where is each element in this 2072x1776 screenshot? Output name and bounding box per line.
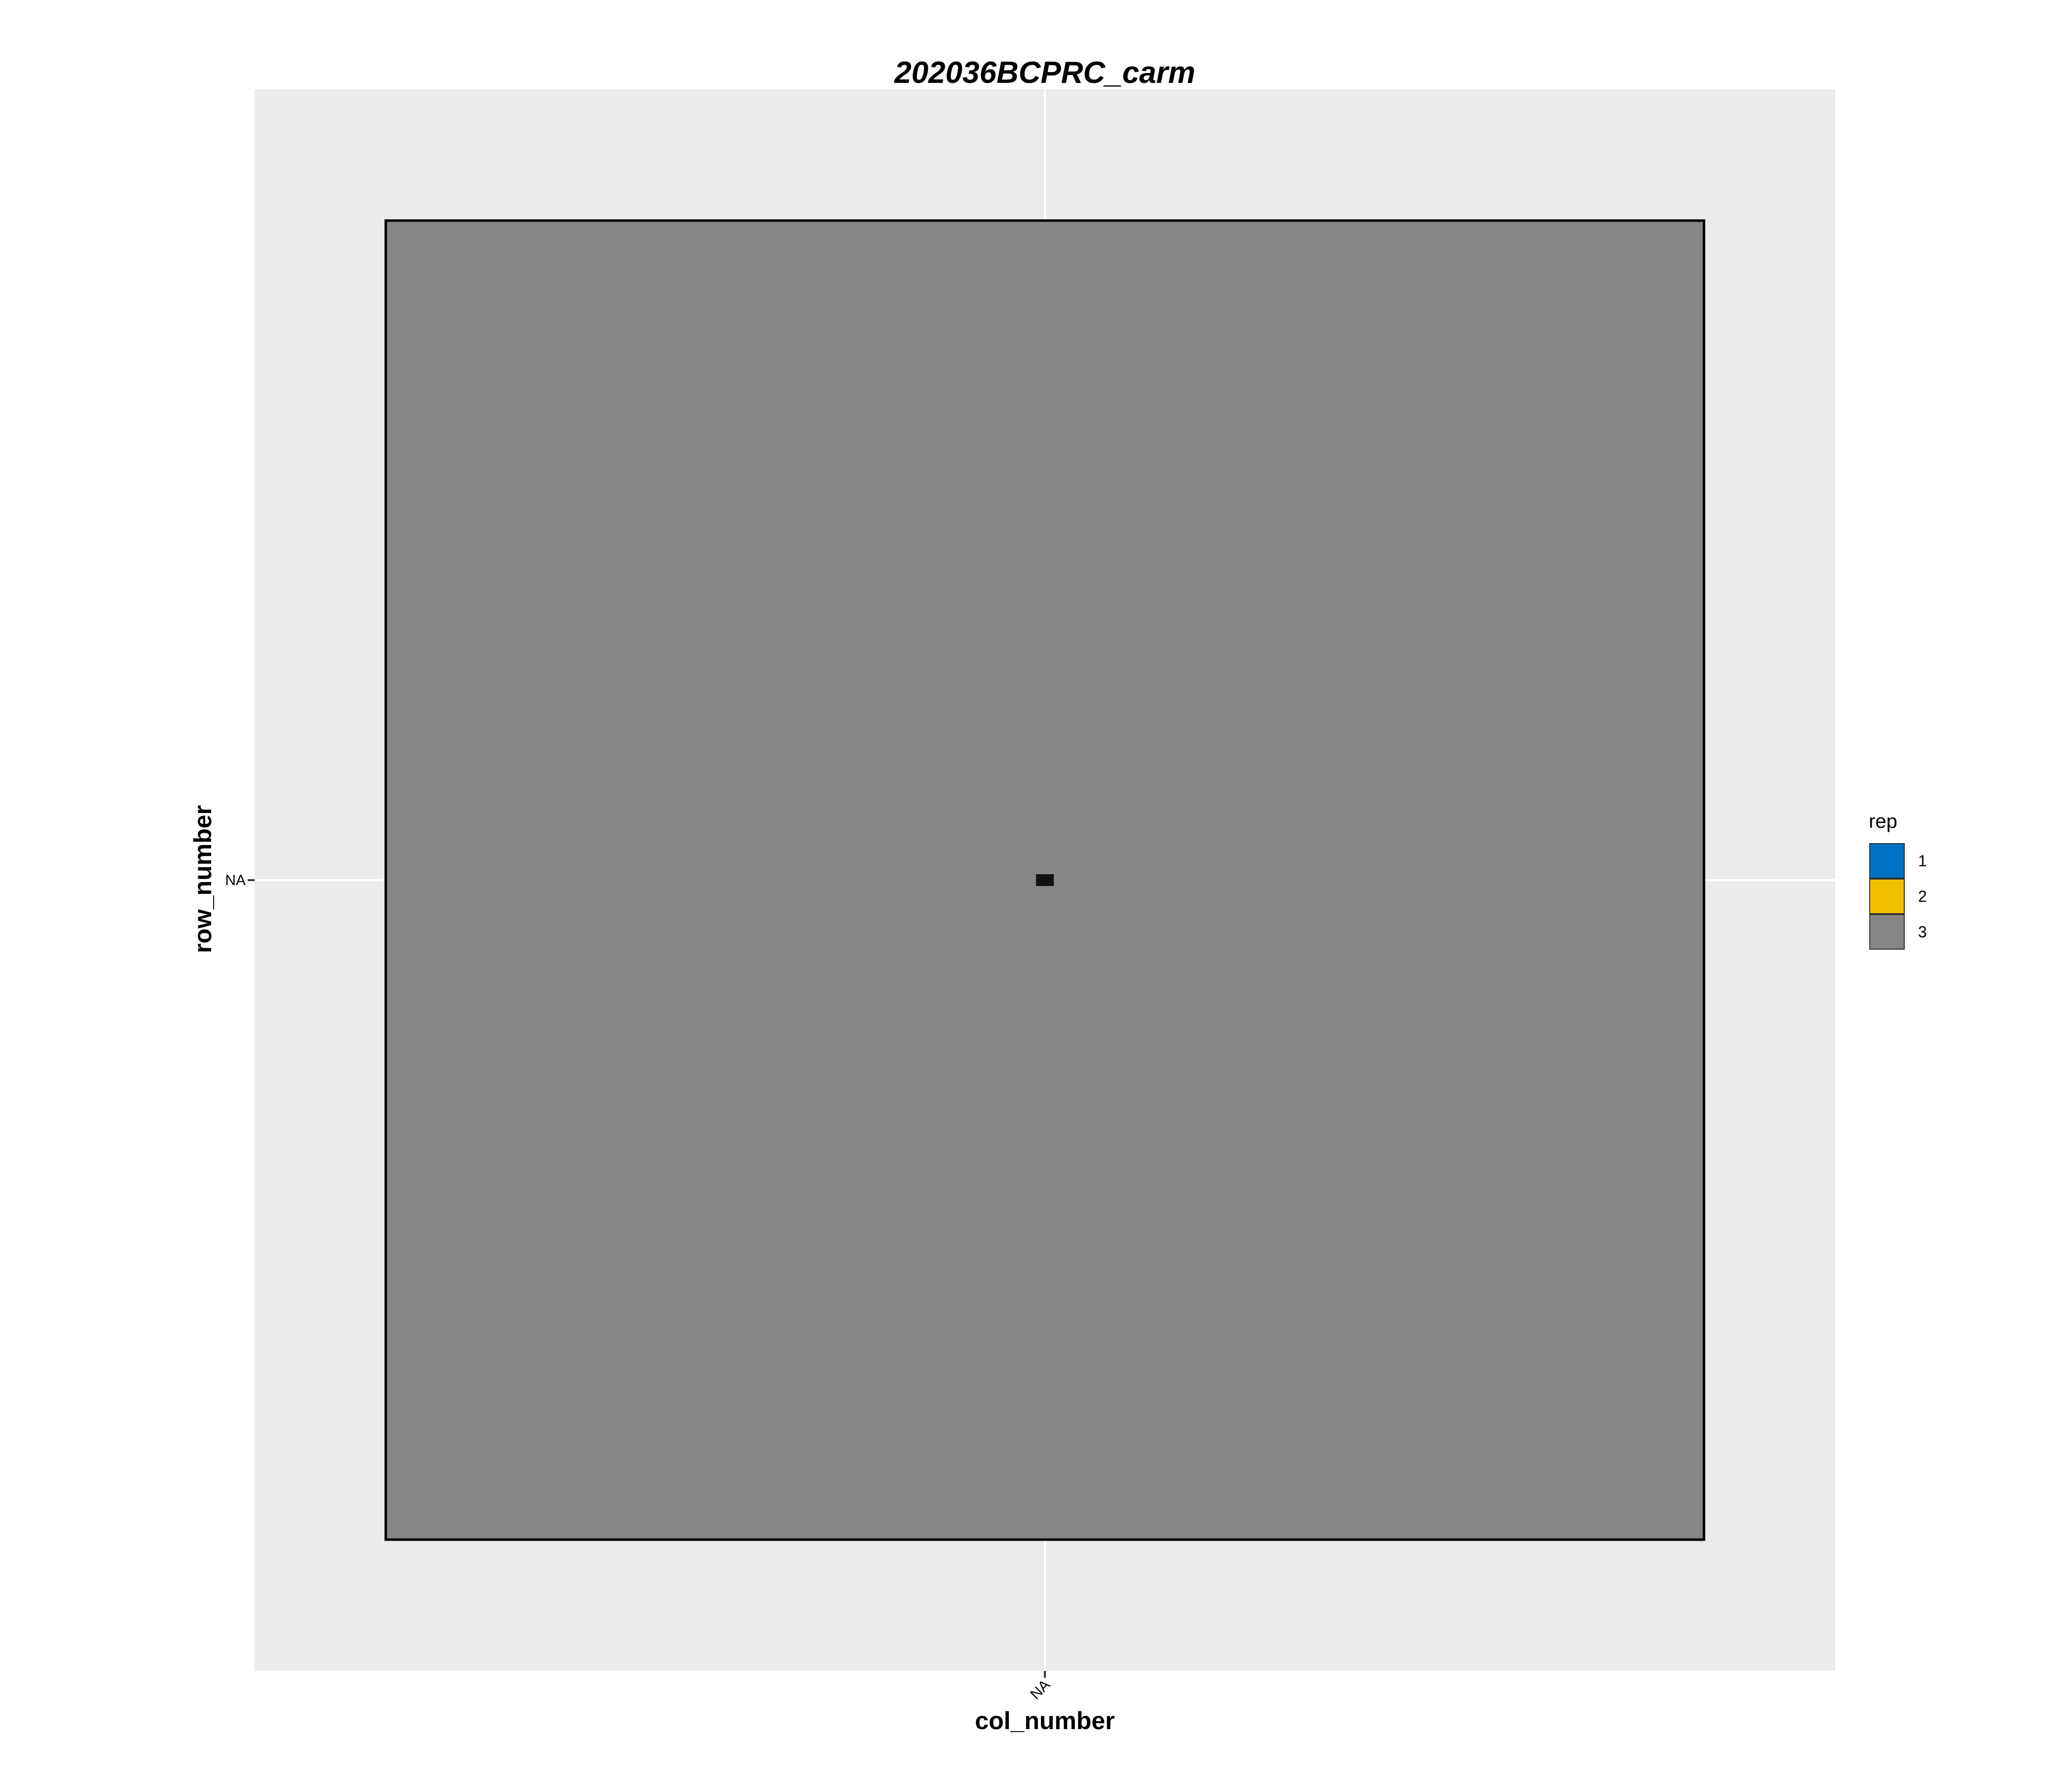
y-tick-label: NA: [225, 872, 246, 888]
legend-keys: 1 2 3: [1869, 843, 1927, 950]
legend-key-1: [1869, 843, 1905, 879]
y-axis-title: row_number: [189, 805, 217, 953]
legend: rep 1 2 3: [1869, 811, 1927, 950]
x-axis-ticks: NA: [1027, 1671, 1053, 1702]
legend-title: rep: [1869, 811, 1897, 832]
legend-key-3: [1869, 914, 1905, 950]
legend-label-1: 1: [1918, 852, 1927, 870]
chart-title: 202036BCPRC_carm: [894, 56, 1195, 90]
x-tick-label: NA: [1027, 1677, 1053, 1703]
legend-key-2: [1869, 879, 1905, 914]
tile-label-marker: [1036, 874, 1054, 886]
legend-label-3: 3: [1918, 923, 1927, 941]
tiles: [384, 219, 1705, 1541]
legend-label-2: 2: [1918, 888, 1927, 905]
x-axis-title: col_number: [975, 1707, 1114, 1735]
y-axis-ticks: NA: [225, 872, 255, 888]
